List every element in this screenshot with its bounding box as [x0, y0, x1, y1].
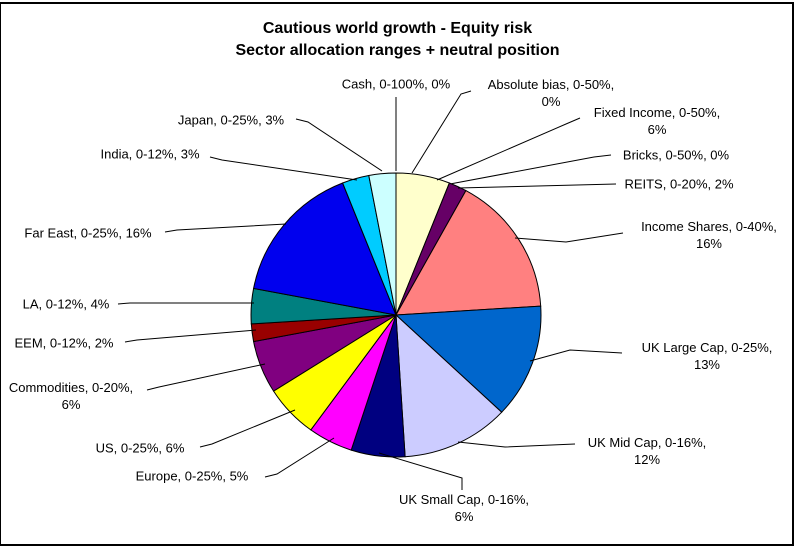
- leader-line-uk-small-cap: [378, 452, 463, 490]
- slice-label-japan: Japan, 0-25%, 3%: [177, 112, 285, 128]
- chart-title-line1: Cautious world growth - Equity risk: [262, 20, 533, 37]
- chart-title-line2: Sector allocation ranges + neutral posit…: [235, 42, 560, 59]
- leader-line-reits: [457, 183, 617, 189]
- slice-label-uk-small-cap: UK Small Cap, 0-16%, 6%: [398, 492, 530, 524]
- slice-label-bricks: Bricks, 0-50%, 0%: [622, 147, 730, 163]
- slice-label-europe: Europe, 0-25%, 5%: [135, 468, 249, 484]
- leader-line-uk-mid-cap: [457, 441, 576, 448]
- pie-slice-uk-mid-cap[interactable]: [395, 313, 503, 458]
- pie-slice-japan[interactable]: [368, 172, 397, 316]
- leader-line-japan: [295, 118, 383, 172]
- slice-label-far-east: Far East, 0-25%, 16%: [24, 225, 152, 241]
- slice-label-uk-large-cap: UK Large Cap, 0-25%, 13%: [641, 340, 773, 372]
- slice-label-fixed-income: Fixed Income, 0-50%, 6%: [593, 105, 721, 137]
- slice-label-us: US, 0-25%, 6%: [95, 440, 185, 456]
- leader-line-income-shares: [514, 232, 624, 243]
- leader-line-us: [199, 409, 296, 448]
- pie-slice-income-shares[interactable]: [395, 189, 542, 316]
- slice-label-eem: EEM, 0-12%, 2%: [14, 335, 114, 351]
- slice-label-uk-mid-cap: UK Mid Cap, 0-16%, 12%: [587, 435, 707, 467]
- leader-line-europe: [264, 437, 335, 478]
- slice-label-cash: Cash, 0-100%, 0%: [341, 76, 451, 92]
- leader-line-absolute-bias: [411, 90, 472, 174]
- slice-label-income-shares: Income Shares, 0-40%, 16%: [641, 219, 777, 251]
- leader-line-fixed-income: [436, 117, 581, 181]
- leader-line-far-east: [164, 223, 287, 233]
- leader-line-commodities: [146, 363, 266, 391]
- leader-line-uk-large-cap: [529, 349, 623, 362]
- chart-title: Cautious world growth - Equity risk Sect…: [0, 18, 795, 62]
- slice-label-reits: REITS, 0-20%, 2%: [624, 176, 734, 192]
- leader-line-bricks: [449, 154, 612, 185]
- slice-label-la: LA, 0-12%, 4%: [22, 296, 110, 312]
- leader-line-la: [117, 302, 254, 305]
- slice-label-commodities: Commodities, 0-20%, 6%: [8, 380, 134, 412]
- slice-label-india: India, 0-12%, 3%: [100, 146, 200, 162]
- leader-line-india: [209, 156, 358, 181]
- leader-line-eem: [124, 329, 257, 343]
- slice-label-absolute-bias: Absolute bias, 0-50%, 0%: [487, 77, 615, 109]
- pie-slice-uk-large-cap[interactable]: [394, 305, 542, 413]
